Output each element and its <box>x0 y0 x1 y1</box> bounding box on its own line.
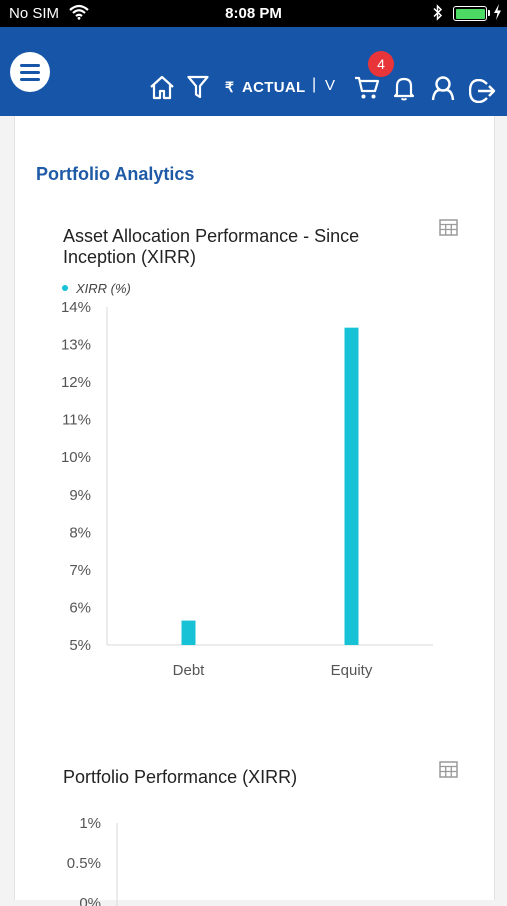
bluetooth-icon <box>433 4 443 25</box>
portfolio-performance-chart: 1% 0.5% 0% <box>67 815 118 906</box>
view-mode-toggle[interactable]: ACTUAL <box>242 79 306 96</box>
cart-count-badge: 4 <box>368 51 394 77</box>
chart-legend[interactable]: XIRR (%) <box>62 281 131 296</box>
cart-icon[interactable] <box>354 75 380 106</box>
allocation-chart-title: Asset Allocation Performance - Since Inc… <box>63 226 360 267</box>
menu-button[interactable] <box>10 52 50 92</box>
carrier-label: No SIM <box>9 5 60 22</box>
battery-icon <box>453 6 487 21</box>
y-tick-label: 14% <box>61 299 91 316</box>
y-tick-label: 5% <box>69 637 91 654</box>
bell-icon[interactable] <box>393 75 415 106</box>
y-tick-label: 13% <box>61 337 91 354</box>
y-tick-label: 6% <box>69 599 91 616</box>
allocation-bar-chart: 5% 6% 7% 8% 9% 10% 11% 12% 13% 14% Debt Equity <box>61 299 433 679</box>
filter-icon[interactable] <box>187 75 209 105</box>
legend-marker <box>62 284 68 291</box>
wifi-icon <box>69 4 89 24</box>
table-view-icon[interactable] <box>439 761 458 783</box>
currency-symbol: ₹ <box>225 79 234 95</box>
y-tick-label: 1% <box>79 815 101 832</box>
home-icon[interactable] <box>149 75 175 105</box>
view-dropdown[interactable]: V <box>325 77 336 94</box>
portfolio-analytics-card: Portfolio Analytics Asset Allocation Per… <box>14 116 495 906</box>
section-title: Portfolio Analytics <box>36 164 195 184</box>
y-tick-label: 7% <box>69 562 91 579</box>
portfolio-chart-title: Portfolio Performance (XIRR) <box>63 767 298 787</box>
y-tick-label: 0.5% <box>67 855 101 872</box>
bar-debt <box>181 620 196 645</box>
table-view-icon[interactable] <box>439 219 458 241</box>
x-tick-label: Equity <box>331 662 373 679</box>
clock: 8:08 PM <box>225 5 282 22</box>
x-tick-label: Debt <box>173 662 206 679</box>
y-tick-label: 12% <box>61 374 91 391</box>
y-tick-label: 8% <box>69 524 91 541</box>
logout-icon[interactable] <box>468 78 497 108</box>
profile-icon[interactable] <box>430 75 456 106</box>
y-tick-label: 11% <box>62 412 91 429</box>
y-tick-label: 9% <box>69 487 91 504</box>
charging-icon <box>493 4 502 24</box>
app-header: ₹ ACTUAL | V 4 <box>0 27 507 116</box>
y-tick-label: 10% <box>61 449 91 466</box>
status-bar: No SIM 8:08 PM <box>0 0 507 27</box>
y-tick-label: 0% <box>79 895 101 906</box>
divider: | <box>312 76 317 93</box>
bar-equity <box>344 327 359 645</box>
hamburger-icon <box>20 64 40 67</box>
